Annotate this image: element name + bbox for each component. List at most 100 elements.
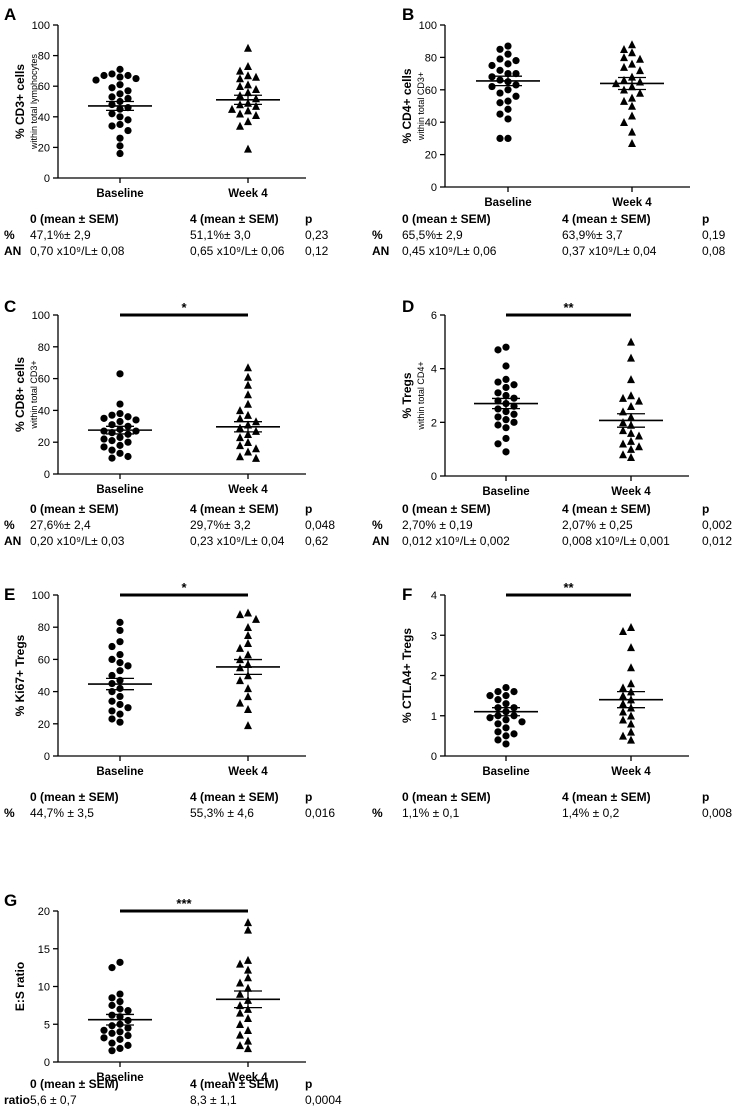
significance-stars: ** — [563, 580, 574, 595]
table-header-p: p — [702, 212, 710, 226]
table-cell-baseline: 27,6%± 2,4 — [30, 518, 91, 532]
data-point-baseline — [494, 720, 502, 728]
data-point-baseline — [116, 73, 124, 81]
y-tick-label: 100 — [32, 20, 50, 32]
x-tick-label: Baseline — [96, 766, 143, 778]
y-tick-label: 0 — [431, 182, 437, 194]
panel-letter-d: D — [402, 297, 414, 316]
data-point-baseline — [108, 697, 116, 705]
y-tick-label: 2 — [431, 417, 437, 429]
data-point-baseline — [496, 89, 504, 97]
panel-g: G 0 5 10 15 20 Baseline Week 4 E:S ratio *** 0 (… — [0, 884, 360, 1117]
data-point-week4 — [244, 692, 252, 701]
panel-letter-g: G — [4, 891, 17, 910]
chart-a: A 0 20 40 60 80 100 Baseline Week 4 % CD3+ cells… — [4, 5, 306, 200]
x-tick-label: Baseline — [96, 188, 143, 200]
data-point-week4 — [236, 698, 244, 707]
data-point-baseline — [510, 381, 518, 389]
data-point-baseline — [504, 134, 512, 142]
data-point-baseline — [108, 715, 116, 723]
chart-e: E 0 20 40 60 80 100 Baseline Week 4 % Ki67+ Treg… — [4, 580, 306, 778]
x-tick-label: Baseline — [482, 486, 529, 498]
x-tick-label: Baseline — [482, 766, 529, 778]
table-cell-week4: 0,23 x10⁹/L± 0,04 — [190, 534, 285, 548]
data-point-baseline — [496, 76, 504, 84]
data-point-week4 — [244, 106, 252, 115]
data-point-baseline — [116, 1005, 124, 1013]
data-point-week4 — [236, 441, 244, 450]
y-tick-label: 20 — [38, 906, 50, 918]
x-tick-label: Week 4 — [228, 484, 268, 496]
data-point-week4 — [252, 444, 260, 453]
data-point-week4 — [244, 671, 252, 680]
data-point-baseline — [502, 343, 510, 351]
data-point-week4 — [244, 62, 252, 71]
data-point-baseline — [108, 1047, 116, 1055]
y-axis-sublabel: within total CD3+ — [416, 72, 426, 141]
data-point-week4 — [627, 401, 635, 410]
table-row-label: AN — [372, 244, 390, 258]
data-point-week4 — [244, 117, 252, 126]
data-point-baseline — [116, 90, 124, 98]
data-point-week4 — [628, 93, 636, 102]
y-axis-label: E:S ratio — [13, 962, 27, 1011]
data-point-week4 — [244, 973, 252, 982]
data-point-baseline — [502, 740, 510, 748]
data-point-week4 — [236, 643, 244, 652]
chart-d: D 0 2 4 6 Baseline Week 4 % Tregs within total … — [400, 297, 689, 498]
table-cell-week4: 29,7%± 3,2 — [190, 518, 251, 532]
y-axis-label: % CTLA4+ Tregs — [400, 628, 414, 723]
data-point-baseline — [116, 990, 124, 998]
data-point-week4 — [636, 54, 644, 63]
data-point-week4 — [620, 53, 628, 62]
data-point-baseline — [116, 134, 124, 142]
table-header-p: p — [702, 502, 710, 516]
table-cell-p: 0,002 — [702, 518, 733, 532]
data-point-baseline — [100, 443, 108, 451]
data-point-baseline — [108, 1011, 116, 1019]
data-point-week4 — [628, 59, 636, 68]
data-point-baseline — [510, 418, 518, 426]
significance-stars: * — [181, 580, 187, 595]
data-point-week4 — [627, 444, 635, 453]
table-cell-baseline: 44,7% ± 3,5 — [30, 806, 94, 820]
y-tick-label: 60 — [425, 85, 437, 97]
data-point-week4 — [619, 450, 627, 459]
data-point-baseline — [108, 1039, 116, 1047]
data-point-week4 — [244, 925, 252, 934]
data-point-baseline — [124, 1007, 132, 1015]
panel-letter-c: C — [4, 297, 16, 316]
table-cell-p: 0,012 — [702, 534, 733, 548]
data-point-week4 — [619, 691, 627, 700]
data-point-week4 — [628, 48, 636, 57]
data-point-baseline — [502, 700, 510, 708]
data-point-week4 — [244, 372, 252, 381]
data-point-week4 — [252, 426, 260, 435]
data-point-baseline — [494, 440, 502, 448]
y-tick-label: 40 — [425, 117, 437, 129]
x-tick-label: Week 4 — [228, 1072, 268, 1084]
data-point-week4 — [627, 337, 635, 346]
data-point-week4 — [244, 430, 252, 438]
data-point-baseline — [116, 449, 124, 457]
data-point-baseline — [124, 704, 132, 712]
y-tick-label: 10 — [38, 982, 50, 994]
data-point-week4 — [627, 622, 635, 631]
data-point-week4 — [627, 436, 635, 445]
y-tick-label: 1 — [431, 711, 437, 723]
y-tick-label: 0 — [431, 751, 437, 763]
data-point-week4 — [619, 626, 627, 635]
table-cell-baseline: 47,1%± 2,9 — [30, 228, 91, 242]
data-point-baseline — [494, 728, 502, 736]
data-point-baseline — [496, 55, 504, 63]
data-point-baseline — [116, 958, 124, 966]
data-point-baseline — [124, 1041, 132, 1049]
y-tick-label: 4 — [431, 590, 437, 602]
data-point-week4 — [236, 1030, 244, 1039]
data-point-baseline — [512, 92, 520, 100]
data-point-week4 — [619, 426, 627, 435]
y-tick-label: 0 — [431, 471, 437, 483]
data-point-baseline — [116, 65, 124, 73]
data-point-week4 — [244, 650, 252, 659]
data-point-baseline — [496, 110, 504, 118]
